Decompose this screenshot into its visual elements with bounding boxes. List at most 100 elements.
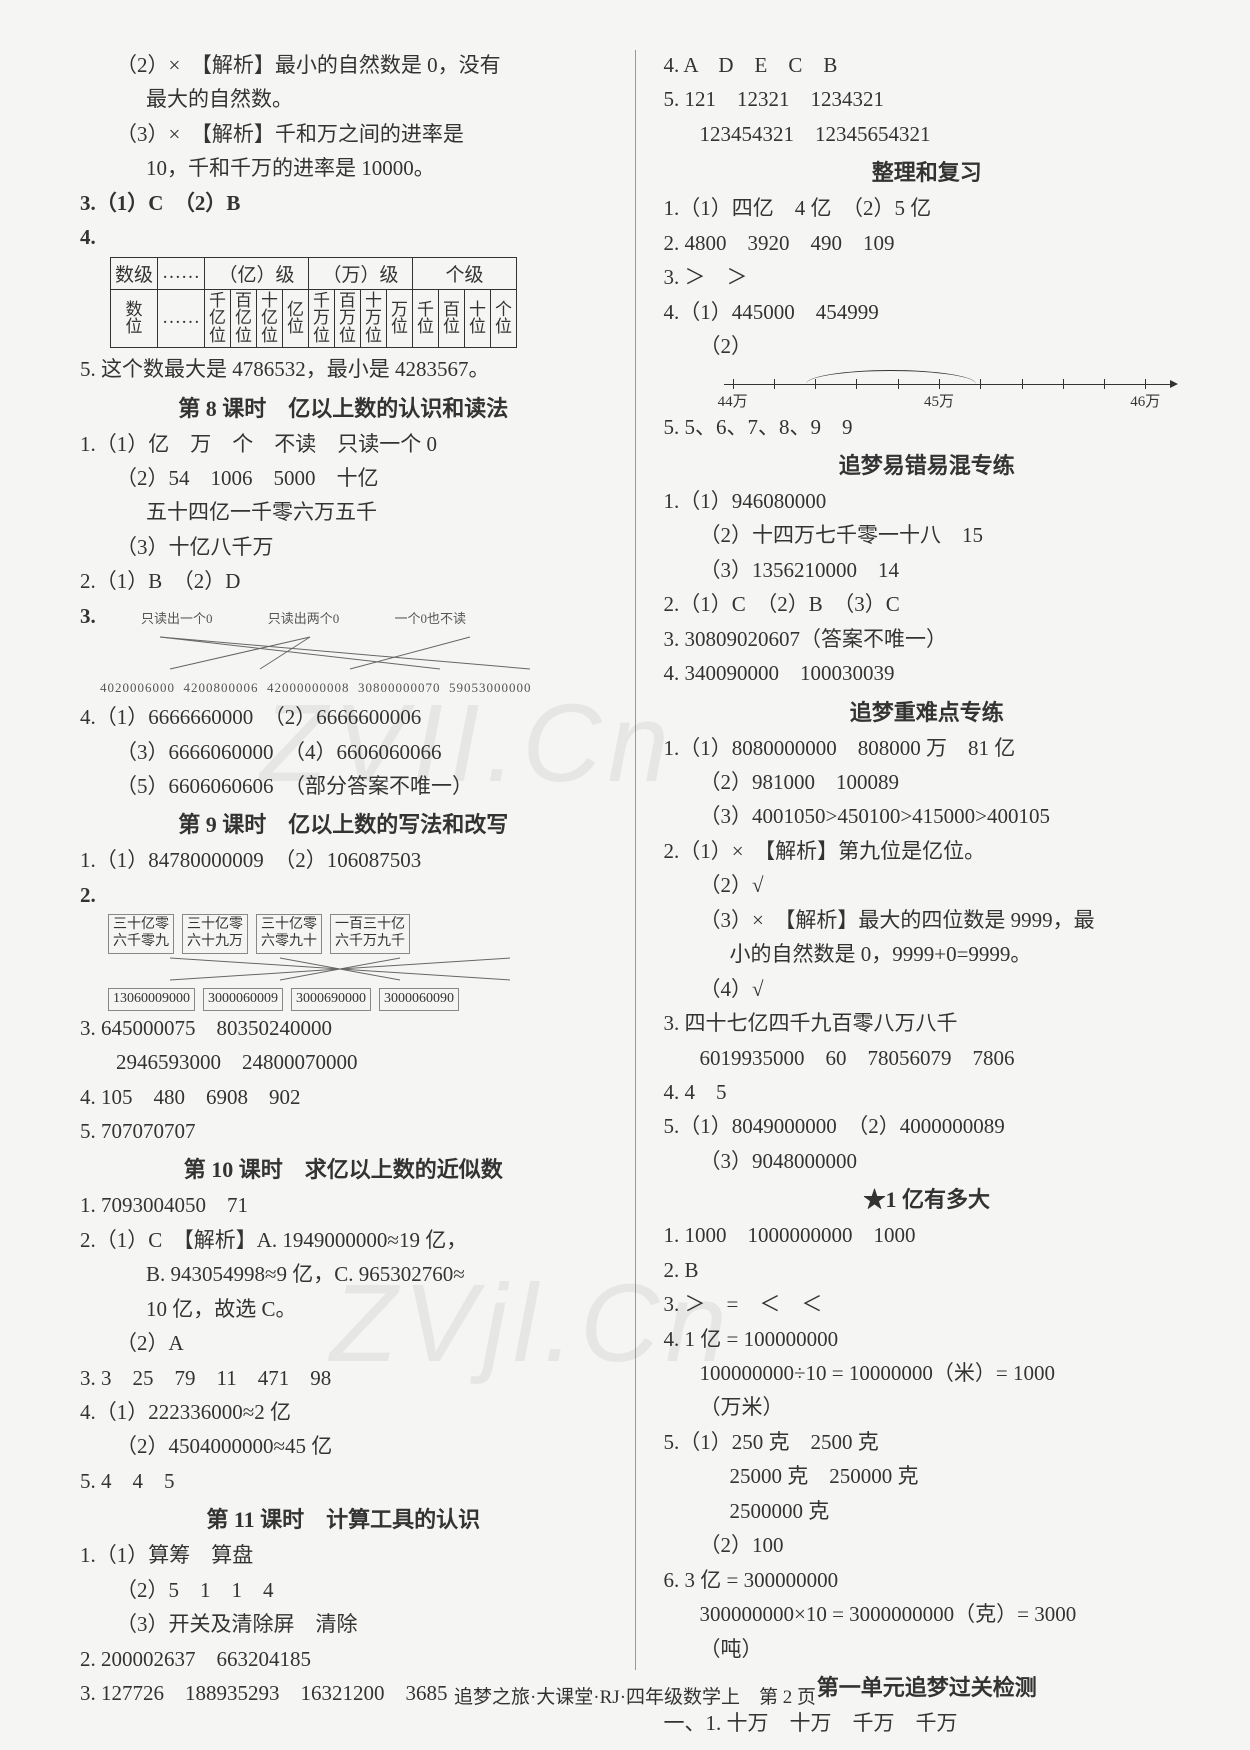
answer-box: 3000690000 xyxy=(291,988,371,1011)
text-line: 25000 克 250000 克 xyxy=(664,1461,1191,1491)
text-line: 1. 1000 1000000000 1000 xyxy=(664,1220,1191,1250)
text-line: 2.（1）× 【解析】第九位是亿位。 xyxy=(664,836,1191,866)
answer-box: 三十亿零六十九万 xyxy=(182,914,248,954)
text-line: （5）6606060606 （部分答案不唯一） xyxy=(80,771,607,801)
text-line: 一、1. 十万 十万 千万 千万 xyxy=(664,1708,1191,1738)
matching-diagram xyxy=(110,635,607,675)
text-line: 小的自然数是 0，9999+0=9999。 xyxy=(664,939,1191,969)
number-line: 44万 45万 46万 xyxy=(724,366,1183,412)
text-line: （2）十四万七千零一十八 15 xyxy=(664,520,1191,550)
text-line: 3. ＞ = ＜ ＜ xyxy=(664,1289,1191,1319)
text-line: （3）9048000000 xyxy=(664,1146,1191,1176)
section-heading: 第 11 课时 计算工具的认识 xyxy=(80,1502,607,1534)
text-line: （3）开关及清除屏 清除 xyxy=(80,1609,607,1639)
section-heading: 追梦重难点专练 xyxy=(664,695,1191,727)
text-line: 2.（1）B （2）D xyxy=(80,566,607,596)
text-line: 4. 340090000 100030039 xyxy=(664,658,1191,688)
text-line: （2）4504000000≈45 亿 xyxy=(80,1431,607,1461)
text-line: 3. 127726 188935293 16321200 3685 xyxy=(80,1678,607,1708)
text-line: 4. A D E C B xyxy=(664,50,1191,80)
text-line: 100000000÷10 = 10000000（米）= 1000 xyxy=(664,1358,1191,1388)
text-line: （吨） xyxy=(664,1634,1191,1664)
text-line: 3. 30809020607（答案不唯一） xyxy=(664,624,1191,654)
place-value-table: 数级 …… （亿）级 （万）级 个级 数位 …… 千亿位 百亿位 十亿位 亿位 … xyxy=(110,257,517,349)
text-line: 6. 3 亿 = 300000000 xyxy=(664,1565,1191,1595)
text-line: 2. B xyxy=(664,1255,1191,1285)
text-line: （2）5 1 1 4 xyxy=(80,1575,607,1605)
text-line: 5. 707070707 xyxy=(80,1116,607,1146)
text-line: 2500000 克 xyxy=(664,1496,1191,1526)
text-line: 2.（1）C （2）B （3）C xyxy=(664,589,1191,619)
text-line: 4.（1）445000 454999 xyxy=(664,297,1191,327)
right-column: 4. A D E C B 5. 121 12321 1234321 123454… xyxy=(664,50,1191,1670)
text-line: 3.（1）C （2）B xyxy=(80,188,607,218)
text-line: 1. 7093004050 71 xyxy=(80,1190,607,1220)
text-line: （2）√ xyxy=(664,870,1191,900)
box-row: 三十亿零六千零九 三十亿零六十九万 三十亿零六零九十 一百三十亿六千万九千 xyxy=(108,914,607,954)
text-line: （2） xyxy=(664,331,1191,361)
section-heading: ★1 亿有多大 xyxy=(664,1182,1191,1214)
table-row: 数级 …… （亿）级 （万）级 个级 xyxy=(111,257,517,289)
text-line: 4. 4 5 xyxy=(664,1077,1191,1107)
section-heading: 第一单元追梦过关检测 xyxy=(664,1670,1191,1702)
text-line: （3）1356210000 14 xyxy=(664,555,1191,585)
text-line: 五十四亿一千零六万五千 xyxy=(80,497,607,527)
text-line: 5. 5、6、7、8、9 9 xyxy=(664,412,1191,442)
text-line: 1.（1）84780000009 （2）106087503 xyxy=(80,845,607,875)
text-line: 2. 4800 3920 490 109 xyxy=(664,228,1191,258)
page-columns: （2）× 【解析】最小的自然数是 0，没有 最大的自然数。 （3）× 【解析】千… xyxy=(80,50,1190,1670)
text-line: （3）4001050>450100>415000>400105 xyxy=(664,801,1191,831)
answer-box: 三十亿零六千零九 xyxy=(108,914,174,954)
left-column: （2）× 【解析】最小的自然数是 0，没有 最大的自然数。 （3）× 【解析】千… xyxy=(80,50,607,1670)
text-line: 3. 3 25 79 11 471 98 xyxy=(80,1363,607,1393)
text-line: 1.（1）亿 万 个 不读 只读一个 0 xyxy=(80,429,607,459)
answer-box: 13060009000 xyxy=(108,988,195,1011)
text-line: （3）× 【解析】千和万之间的进率是 xyxy=(80,119,607,149)
text-line: 3. 只读出一个0 只读出两个0 一个0也不读 xyxy=(80,601,607,631)
text-line: （2）54 1006 5000 十亿 xyxy=(80,463,607,493)
answer-box: 3000060009 xyxy=(203,988,283,1011)
text-line: 4. xyxy=(80,222,607,252)
box-row: 13060009000 3000060009 3000690000 300006… xyxy=(108,988,607,1011)
text-line: 2. xyxy=(80,880,607,910)
column-divider xyxy=(635,50,636,1670)
text-line: （2）A xyxy=(80,1328,607,1358)
text-line: （3）十亿八千万 xyxy=(80,532,607,562)
text-line: 3. 645000075 80350240000 xyxy=(80,1013,607,1043)
table-cell: 千亿位 xyxy=(205,289,231,348)
section-heading: 第 10 课时 求亿以上数的近似数 xyxy=(80,1152,607,1184)
answer-box: 三十亿零六零九十 xyxy=(256,914,322,954)
text-line: 5.（1）8049000000 （2）4000000089 xyxy=(664,1111,1191,1141)
section-heading: 整理和复习 xyxy=(664,155,1191,187)
text-line: （2）981000 100089 xyxy=(664,767,1191,797)
text-line: （万米） xyxy=(664,1392,1191,1422)
text-line: 5. 这个数最大是 4786532，最小是 4283567。 xyxy=(80,354,607,384)
section-heading: 第 8 课时 亿以上数的认识和读法 xyxy=(80,391,607,423)
text-line: 1.（1）8080000000 808000 万 81 亿 xyxy=(664,733,1191,763)
text-line: 2946593000 24800070000 xyxy=(80,1047,607,1077)
text-line: （4）√ xyxy=(664,974,1191,1004)
text-line: 2. 200002637 663204185 xyxy=(80,1644,607,1674)
section-heading: 第 9 课时 亿以上数的写法和改写 xyxy=(80,807,607,839)
text-line: 4. 1 亿 = 100000000 xyxy=(664,1324,1191,1354)
text-line: 3. 四十七亿四千九百零八万八千 xyxy=(664,1008,1191,1038)
text-line: 5. 121 12321 1234321 xyxy=(664,84,1191,114)
text-line: 最大的自然数。 xyxy=(80,84,607,114)
text-line: （3）6666060000 （4）6606060066 xyxy=(80,737,607,767)
text-line: 3. ＞ ＞ xyxy=(664,262,1191,292)
answer-box: 一百三十亿六千万九千 xyxy=(330,914,410,954)
matching-diagram xyxy=(110,956,607,984)
text-line: 5. 4 4 5 xyxy=(80,1466,607,1496)
text-line: 4.（1）6666660000 （2）6666600006 xyxy=(80,702,607,732)
text-line: （2）100 xyxy=(664,1530,1191,1560)
text-line: B. 943054998≈9 亿，C. 965302760≈ xyxy=(80,1259,607,1289)
answer-box: 3000060090 xyxy=(379,988,459,1011)
text-line: 123454321 12345654321 xyxy=(664,119,1191,149)
section-heading: 追梦易错易混专练 xyxy=(664,448,1191,480)
text-line: 10 亿，故选 C。 xyxy=(80,1294,607,1324)
text-line: 4. 105 480 6908 902 xyxy=(80,1082,607,1112)
table-row: 数位 …… 千亿位 百亿位 十亿位 亿位 千万位 百万位 十万位 万位 千位 百… xyxy=(111,289,517,348)
text-line: 1.（1）算筹 算盘 xyxy=(80,1540,607,1570)
text-line: 1.（1）四亿 4 亿 （2）5 亿 xyxy=(664,193,1191,223)
text-line: 6019935000 60 78056079 7806 xyxy=(664,1043,1191,1073)
